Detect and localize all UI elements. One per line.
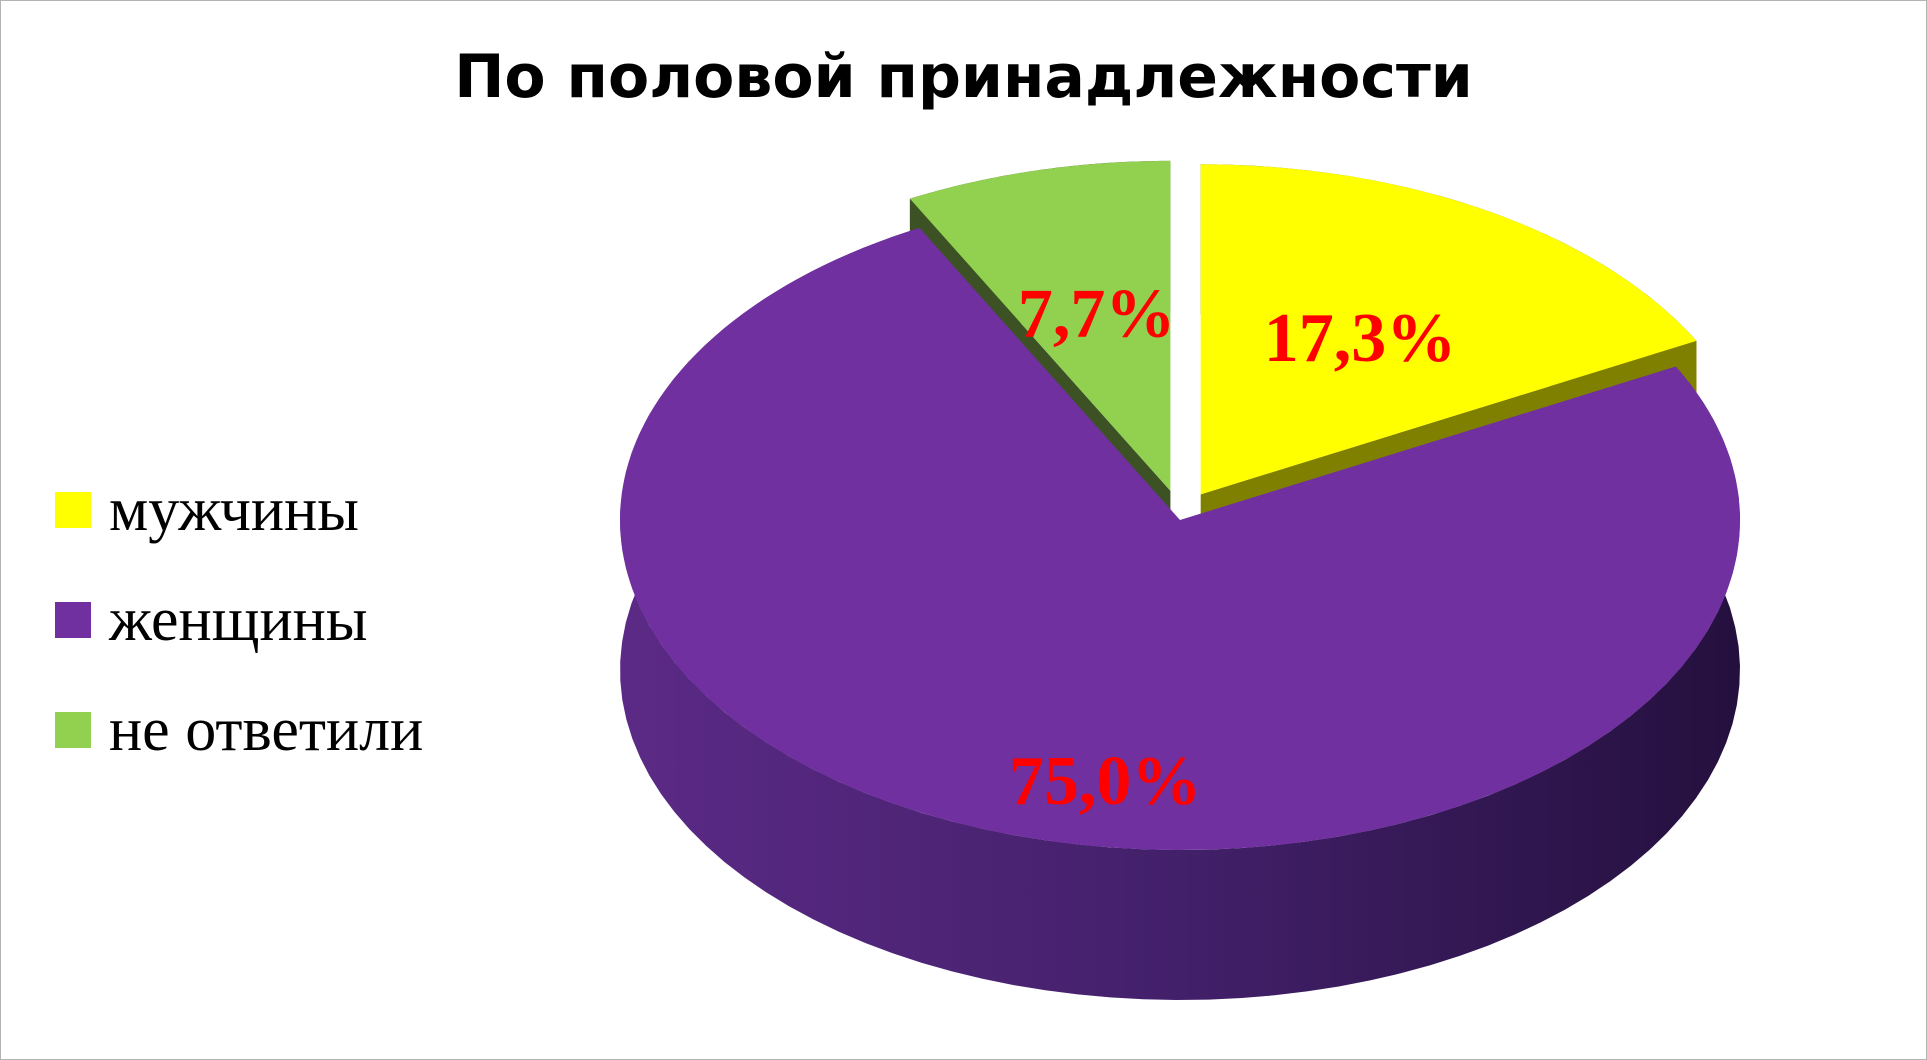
- legend-item-1: мужчины: [55, 455, 423, 565]
- pie-slice-top: [620, 227, 1741, 850]
- pie-slice-2: [620, 227, 1741, 1000]
- legend: мужчины женщины не ответили: [55, 455, 423, 785]
- legend-swatch: [55, 602, 91, 638]
- legend-label: мужчины: [109, 475, 359, 544]
- legend-item-2: женщины: [55, 565, 423, 675]
- legend-item-3: не ответили: [55, 675, 423, 785]
- chart-title: По половой принадлежности: [454, 42, 1473, 112]
- legend-label: не ответили: [109, 695, 424, 764]
- data-label-2: 75,0%: [1009, 743, 1202, 820]
- data-label-3: 7,7%: [1018, 276, 1176, 353]
- pie-slice-top: [1200, 164, 1697, 495]
- pie-slice-top: [909, 160, 1171, 491]
- legend-swatch: [55, 492, 91, 528]
- legend-label: женщины: [109, 585, 368, 654]
- pie-slice-side: [620, 227, 1741, 1000]
- legend-swatch: [55, 712, 91, 748]
- data-label-1: 17,3%: [1264, 300, 1457, 377]
